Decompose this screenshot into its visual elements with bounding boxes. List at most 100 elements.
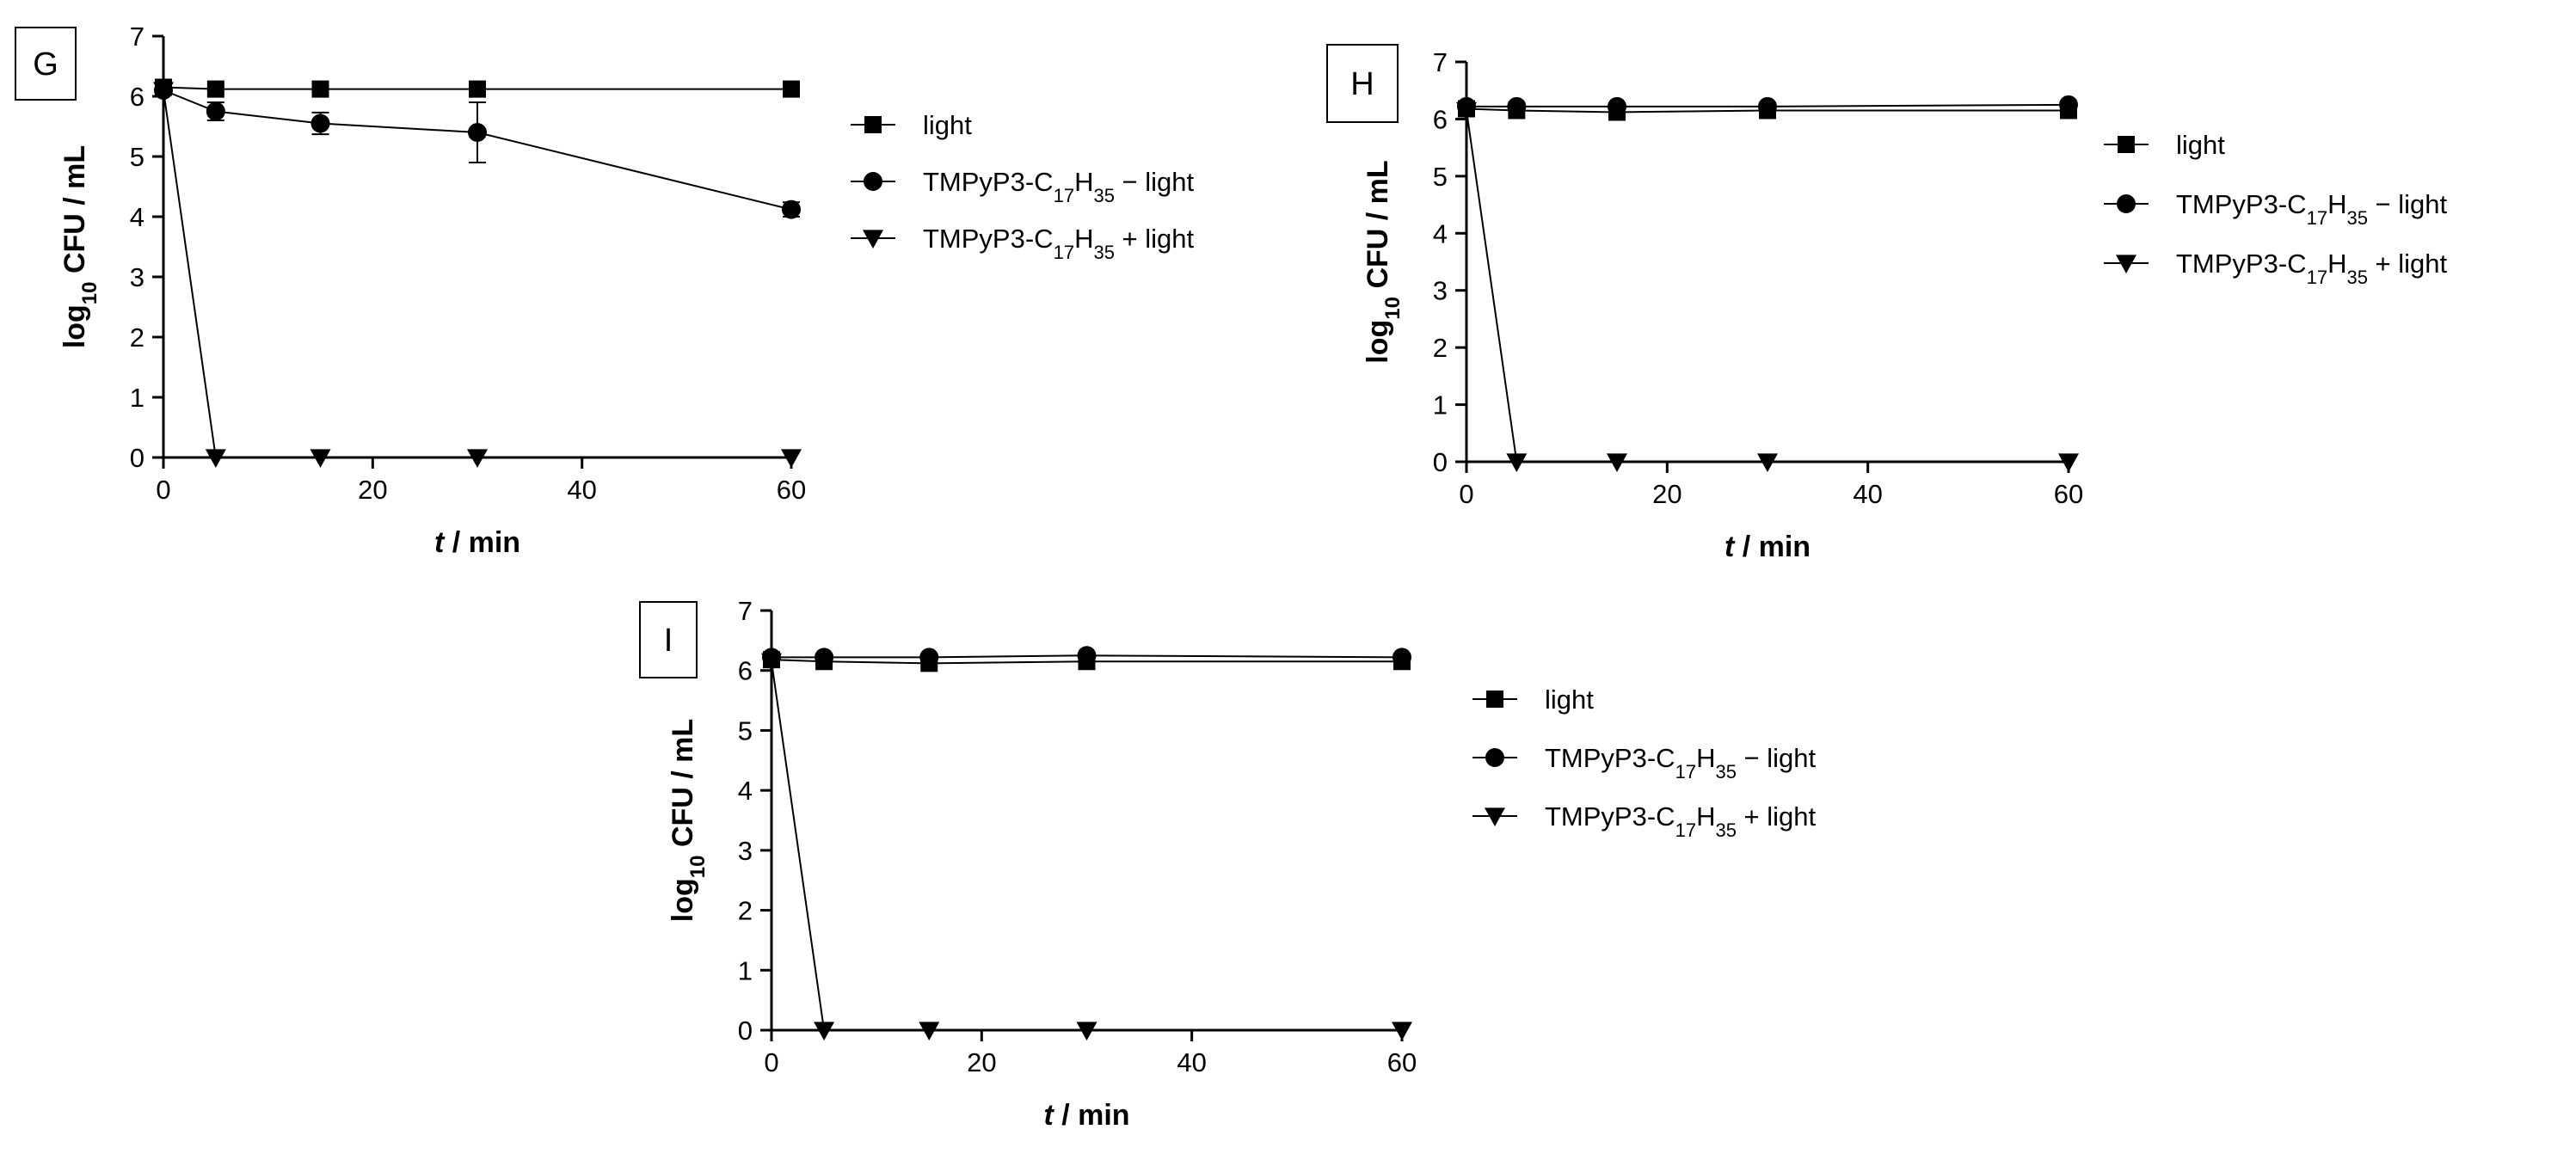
data-point-tmpyp3-c17h35-light (468, 123, 487, 142)
x-tick-label: 60 (1387, 1047, 1417, 1077)
data-point-tmpyp3-c17h35-light (1393, 648, 1411, 667)
data-point-tmpyp3-c17h35-light (153, 82, 174, 101)
x-axis-label: t / min (1043, 1099, 1129, 1132)
legend-subscript: 35 (1715, 761, 1736, 783)
y-axis-label-base: log (1362, 320, 1394, 364)
y-axis-label: log10 CFU / mL (1362, 160, 1405, 363)
legend-label: TMPyP3-C17H35 − light (923, 167, 1195, 206)
x-tick-label: 0 (1459, 479, 1473, 509)
y-axis-label: log10 CFU / mL (58, 145, 101, 348)
legend-text-part: TMPyP3-C (2176, 249, 2307, 279)
legend-subscript: 17 (1054, 185, 1074, 206)
legend-text-part: + light (1115, 224, 1195, 254)
legend-text-part: H (1696, 743, 1715, 773)
legend-label: light (923, 110, 972, 140)
data-point-tmpyp3-c17h35-light (814, 1022, 835, 1040)
legend-subscript: 17 (1675, 819, 1696, 841)
y-axis-label-sub: 10 (78, 281, 101, 304)
y-axis-label-rest: CFU / mL (58, 145, 91, 282)
legend-text-part: − light (1737, 743, 1817, 773)
legend-text-part: light (2176, 130, 2225, 160)
legend-label: TMPyP3-C17H35 + light (2176, 249, 2448, 288)
y-tick-label: 5 (738, 715, 753, 746)
x-axis-label-italic: t (1043, 1099, 1054, 1132)
data-point-tmpyp3-c17h35-light (1077, 646, 1097, 666)
data-point-tmpyp3-c17h35-light (310, 449, 331, 468)
y-tick-label: 1 (130, 383, 144, 413)
data-point-tmpyp3-c17h35-light (1507, 96, 1527, 116)
y-tick-label: 0 (738, 1016, 753, 1046)
legend-text-part: H (2327, 189, 2346, 219)
legend-marker-tmpyp3-c17h35-light (864, 172, 882, 191)
legend-text-part: H (1074, 224, 1093, 254)
legend-text-part: H (1696, 801, 1715, 832)
data-point-tmpyp3-c17h35-light (1456, 101, 1477, 121)
data-point-tmpyp3-c17h35-light (2058, 453, 2079, 472)
legend-marker-tmpyp3-c17h35-light (1485, 748, 1504, 767)
data-point-light (206, 80, 224, 98)
legend-text-part: light (923, 110, 972, 140)
y-tick-label: 7 (130, 21, 144, 52)
y-tick-label: 1 (738, 955, 753, 985)
y-axis-label-sub: 10 (686, 855, 710, 878)
legend-label: light (1545, 684, 1594, 715)
legend-subscript: 17 (1675, 761, 1696, 783)
y-tick-label: 6 (130, 82, 144, 112)
y-tick-label: 2 (738, 896, 753, 926)
legend-marker-light (864, 116, 882, 133)
series-tmpyp3-c17h35-light (153, 82, 802, 468)
y-tick-label: 1 (1433, 390, 1448, 420)
data-point-tmpyp3-c17h35-light (1392, 1022, 1412, 1040)
legend-label: light (2176, 130, 2225, 160)
legend-text-part: TMPyP3-C (923, 167, 1054, 197)
y-axis-label: log10 CFU / mL (667, 719, 710, 922)
legend-subscript: 35 (1715, 819, 1736, 841)
legend-subscript: 17 (1054, 242, 1074, 263)
series-tmpyp3-c17h35-light (1457, 95, 2078, 116)
legend-label: TMPyP3-C17H35 + light (923, 224, 1195, 263)
data-point-tmpyp3-c17h35-light (206, 101, 225, 121)
data-point-tmpyp3-c17h35-light (1757, 453, 1778, 472)
y-tick-label: 2 (1433, 333, 1448, 363)
y-tick-label: 4 (1433, 218, 1448, 249)
legend-text-part: TMPyP3-C (923, 224, 1054, 254)
legend-text-part: + light (1737, 801, 1817, 832)
series-line-tmpyp3-c17h35-light (1466, 110, 2069, 463)
legend: light TMPyP3-C17H35 − light TMPyP3-C17H35 … (1472, 684, 1817, 841)
data-point-light (469, 80, 486, 98)
series-tmpyp3-c17h35-light (762, 646, 1411, 667)
legend-subscript: 35 (2346, 267, 2367, 288)
x-axis-label: t / min (434, 526, 520, 559)
legend-marker-tmpyp3-c17h35-light (863, 230, 883, 249)
data-point-tmpyp3-c17h35-light (1607, 453, 1627, 472)
x-axis-label-rest: / min (1054, 1099, 1130, 1132)
data-point-tmpyp3-c17h35-light (2059, 95, 2078, 114)
data-point-light (783, 80, 800, 98)
panel-label-box (639, 601, 698, 678)
y-tick-label: 2 (130, 322, 144, 353)
legend-label: TMPyP3-C17H35 + light (1545, 801, 1817, 841)
legend-text-part: light (1545, 684, 1594, 715)
y-axis-label-base: log (667, 878, 699, 922)
legend-text-part: H (1074, 167, 1093, 197)
panel-label: H (1350, 66, 1374, 102)
legend-text-part: H (2327, 249, 2346, 279)
panel-label-box (15, 27, 77, 101)
y-tick-label: 4 (130, 202, 144, 232)
y-tick-label: 7 (738, 596, 753, 626)
data-point-tmpyp3-c17h35-light (1506, 453, 1528, 472)
x-tick-label: 40 (1177, 1047, 1206, 1077)
x-tick-label: 20 (967, 1047, 996, 1077)
y-tick-label: 0 (1433, 447, 1448, 477)
legend-label: TMPyP3-C17H35 − light (1545, 743, 1817, 783)
y-axis-label-sub: 10 (1381, 297, 1405, 320)
x-tick-label: 60 (2054, 479, 2083, 509)
y-tick-label: 6 (1433, 104, 1448, 134)
legend-marker-light (1486, 691, 1503, 708)
series-light (155, 78, 800, 98)
legend-text-part: + light (2368, 249, 2448, 279)
data-point-tmpyp3-c17h35-light (1608, 96, 1626, 116)
data-point-tmpyp3-c17h35-light (205, 449, 226, 468)
legend-subscript: 17 (2307, 207, 2327, 229)
